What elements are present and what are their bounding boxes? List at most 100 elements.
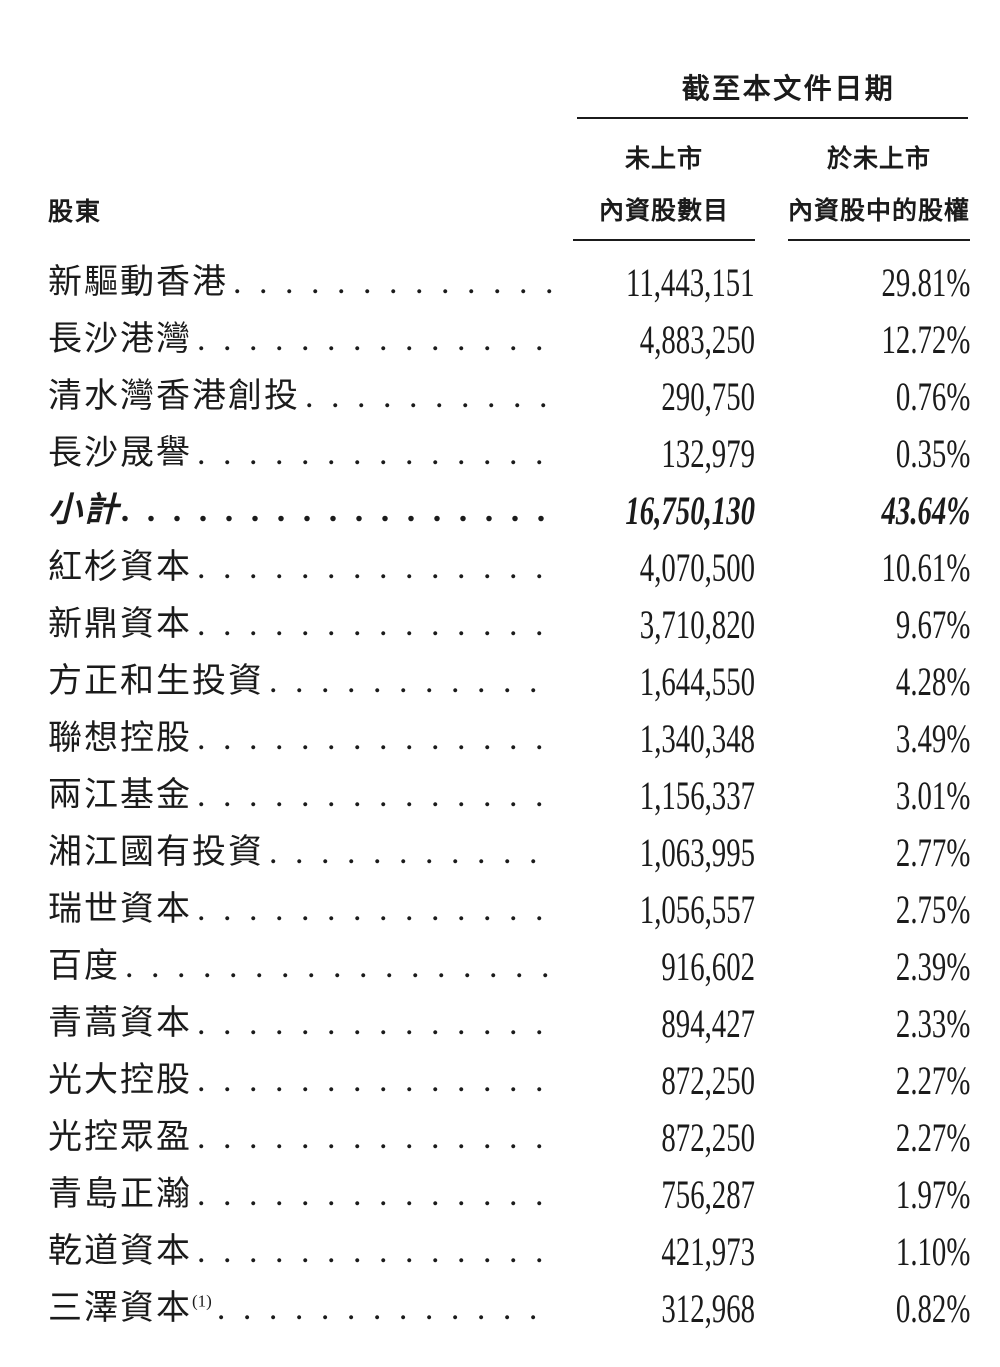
- shareholder-name: 乾道資本: [48, 1233, 192, 1270]
- pct-value: 1.10%: [895, 1229, 970, 1274]
- unlisted-shares-cell: 290,750: [573, 368, 755, 425]
- dot-leader: . . . . . . . . . . . . . . . . . . . . …: [125, 948, 555, 985]
- unlisted-shares-cell: 916,602: [573, 938, 755, 995]
- column-gap: [755, 881, 788, 938]
- shareholder-name-cell: 青島正瀚. . . . . . . . . . . . . . . . . . …: [48, 1166, 555, 1223]
- shareholder-name: 兩江基金: [48, 777, 192, 814]
- equity-percent-cell: 2.39%: [788, 938, 970, 995]
- shareholder-name: 光大控股: [48, 1062, 192, 1099]
- dot-leader: . . . . . . . . . . . . . . . . . . . . …: [197, 1005, 555, 1042]
- shareholder-name-cell: 長沙晟譽. . . . . . . . . . . . . . . . . . …: [48, 425, 555, 482]
- shares-column-header-line2: 內資股數目: [598, 198, 729, 225]
- shares-value: 16,750,130: [625, 488, 755, 533]
- unlisted-shares-cell: 1,644,550: [573, 653, 755, 710]
- equity-percent-cell: 0.35%: [788, 425, 970, 482]
- equity-percent-cell: 10.61%: [788, 539, 970, 596]
- shares-value: 916,602: [661, 944, 755, 989]
- equity-percent-cell: 2.33%: [788, 995, 970, 1052]
- shareholder-name: 小計: [48, 492, 120, 529]
- shareholder-name: 長沙晟譽: [48, 435, 192, 472]
- table-row: 新鼎資本. . . . . . . . . . . . . . . . . . …: [48, 596, 970, 653]
- column-gap: [755, 1109, 788, 1166]
- table-row: 瑞世資本. . . . . . . . . . . . . . . . . . …: [48, 881, 970, 938]
- column-gap: [755, 653, 788, 710]
- equity-percent-cell: 0.76%: [788, 368, 970, 425]
- table-row: 百度. . . . . . . . . . . . . . . . . . . …: [48, 938, 970, 995]
- pct-value: 2.27%: [895, 1115, 970, 1160]
- shareholder-name: 聯想控股: [48, 720, 192, 757]
- shareholder-name-cell: 聯想控股. . . . . . . . . . . . . . . . . . …: [48, 710, 555, 767]
- table-row: 聯想控股. . . . . . . . . . . . . . . . . . …: [48, 710, 970, 767]
- shareholder-name-cell: 三澤資本(1). . . . . . . . . . . . . . . . .…: [48, 1280, 555, 1337]
- shares-value: 312,968: [661, 1286, 755, 1331]
- equity-percent-cell: 29.81%: [788, 254, 970, 311]
- shareholder-name-cell: 光大控股. . . . . . . . . . . . . . . . . . …: [48, 1052, 555, 1109]
- dot-leader: . . . . . . . . . . . . . . . . . . . . …: [305, 378, 555, 415]
- shareholder-name: 紅杉資本: [48, 549, 192, 586]
- dot-leader: . . . . . . . . . . . . . . . . . . . . …: [122, 492, 555, 529]
- dot-leader: . . . . . . . . . . . . . . . . . . . . …: [197, 1119, 555, 1156]
- column-gap: [755, 995, 788, 1052]
- shares-value: 1,340,348: [639, 716, 755, 761]
- table-row: 新驅動香港. . . . . . . . . . . . . . . . . .…: [48, 254, 970, 311]
- shareholder-column-header: 股東: [48, 199, 103, 226]
- shareholder-name-cell: 清水灣香港創投. . . . . . . . . . . . . . . . .…: [48, 368, 555, 425]
- shareholder-name-cell: 湘江國有投資. . . . . . . . . . . . . . . . . …: [48, 824, 555, 881]
- shareholder-name: 三澤資本: [48, 1290, 192, 1327]
- dot-leader: . . . . . . . . . . . . . . . . . . . . …: [269, 663, 555, 700]
- table-row: 光控眾盈. . . . . . . . . . . . . . . . . . …: [48, 1109, 970, 1166]
- unlisted-shares-cell: 16,750,130: [573, 482, 755, 539]
- unlisted-shares-cell: 421,973: [573, 1223, 755, 1280]
- equity-percent-cell: 1.97%: [788, 1166, 970, 1223]
- table-row: 兩江基金. . . . . . . . . . . . . . . . . . …: [48, 767, 970, 824]
- column-gap: [755, 1223, 788, 1280]
- pct-value: 0.82%: [895, 1286, 970, 1331]
- unlisted-shares-cell: 872,250: [573, 1109, 755, 1166]
- spanner-underline: [577, 117, 968, 119]
- shareholder-name: 新鼎資本: [48, 606, 192, 643]
- pct-value: 9.67%: [895, 602, 970, 647]
- table-row: 青島正瀚. . . . . . . . . . . . . . . . . . …: [48, 1166, 970, 1223]
- dot-leader: . . . . . . . . . . . . . . . . . . . . …: [269, 834, 555, 871]
- dot-leader: . . . . . . . . . . . . . . . . . . . . …: [197, 1233, 555, 1270]
- unlisted-shares-cell: 756,287: [573, 1166, 755, 1223]
- shareholder-name: 青島正瀚: [48, 1176, 192, 1213]
- shares-value: 756,287: [661, 1172, 755, 1217]
- shares-value: 11,443,151: [626, 260, 755, 305]
- shareholder-name: 長沙港灣: [48, 321, 192, 358]
- dot-leader: . . . . . . . . . . . . . . . . . . . . …: [197, 1176, 555, 1213]
- unlisted-shares-cell: 1,056,557: [573, 881, 755, 938]
- unlisted-shares-cell: 4,070,500: [573, 539, 755, 596]
- column-gap: [755, 710, 788, 767]
- unlisted-shares-cell: 132,979: [573, 425, 755, 482]
- dot-leader: . . . . . . . . . . . . . . . . . . . . …: [197, 720, 555, 757]
- unlisted-shares-cell: 1,340,348: [573, 710, 755, 767]
- shares-column-underline: [573, 239, 755, 241]
- equity-percent-cell: 1.10%: [788, 1223, 970, 1280]
- dot-leader: . . . . . . . . . . . . . . . . . . . . …: [197, 549, 555, 586]
- equity-percent-cell: 2.77%: [788, 824, 970, 881]
- shares-value: 894,427: [661, 1001, 755, 1046]
- unlisted-shares-cell: 3,710,820: [573, 596, 755, 653]
- table-rows: 新驅動香港. . . . . . . . . . . . . . . . . .…: [48, 254, 970, 1337]
- shareholder-name-cell: 方正和生投資. . . . . . . . . . . . . . . . . …: [48, 653, 555, 710]
- shares-value: 3,710,820: [639, 602, 755, 647]
- dot-leader: . . . . . . . . . . . . . . . . . . . . …: [197, 777, 555, 814]
- column-gap: [755, 1166, 788, 1223]
- shares-value: 290,750: [661, 374, 755, 419]
- equity-percent-cell: 12.72%: [788, 311, 970, 368]
- shareholder-name: 百度: [48, 948, 120, 985]
- table-row: 清水灣香港創投. . . . . . . . . . . . . . . . .…: [48, 368, 970, 425]
- shares-value: 1,644,550: [639, 659, 755, 704]
- column-gap: [755, 425, 788, 482]
- shareholder-name-cell: 乾道資本. . . . . . . . . . . . . . . . . . …: [48, 1223, 555, 1280]
- shareholder-name: 瑞世資本: [48, 891, 192, 928]
- equity-percent-cell: 9.67%: [788, 596, 970, 653]
- unlisted-shares-cell: 11,443,151: [573, 254, 755, 311]
- pct-value: 2.33%: [895, 1001, 970, 1046]
- table-row: 長沙晟譽. . . . . . . . . . . . . . . . . . …: [48, 425, 970, 482]
- column-gap: [755, 767, 788, 824]
- dot-leader: . . . . . . . . . . . . . . . . . . . . …: [197, 1062, 555, 1099]
- equity-percent-cell: 3.01%: [788, 767, 970, 824]
- shareholder-name-cell: 長沙港灣. . . . . . . . . . . . . . . . . . …: [48, 311, 555, 368]
